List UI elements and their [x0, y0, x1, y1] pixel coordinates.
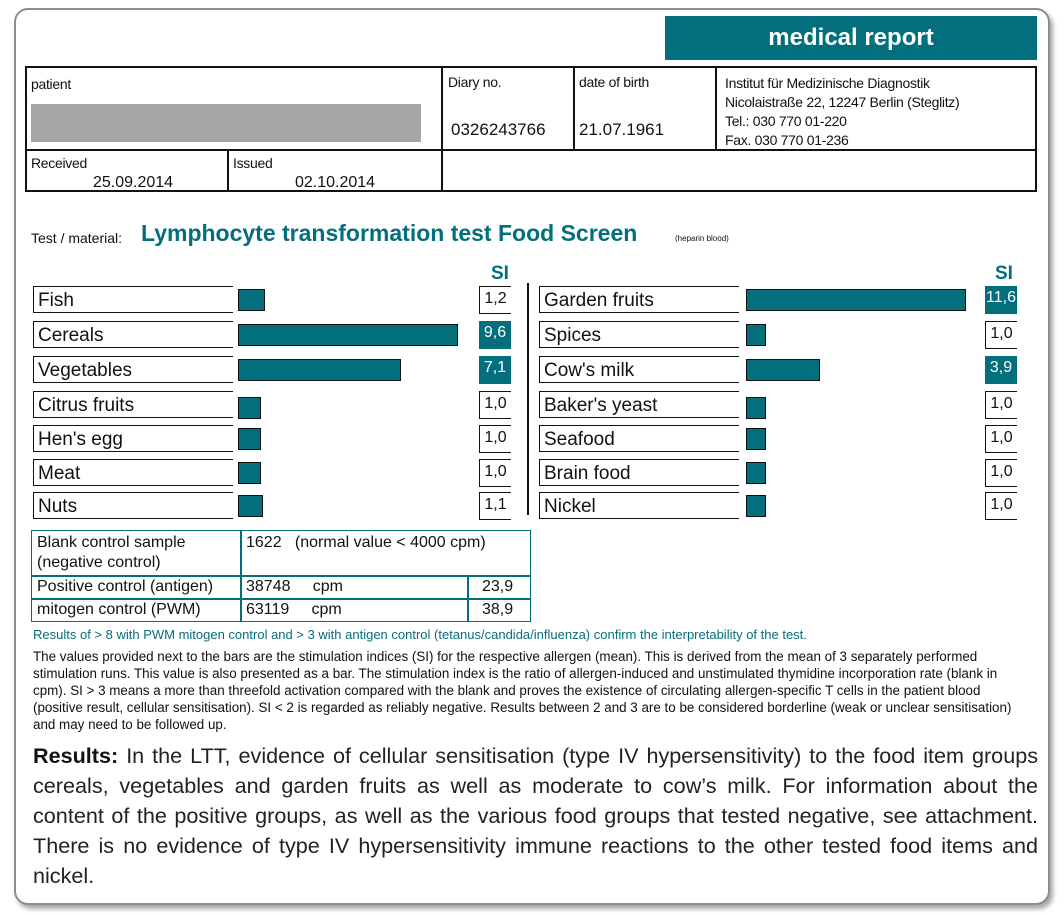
- blank-control-sublabel: (negative control): [37, 554, 161, 571]
- allergen-label: Vegetables: [33, 356, 233, 383]
- report-banner: medical report: [665, 16, 1037, 60]
- si-row: Meat 1,0: [33, 459, 523, 488]
- institute-address: Institut für Medizinische Diagnostik Nic…: [725, 75, 960, 148]
- column-divider: [527, 283, 529, 515]
- si-value: 1,0: [985, 459, 1017, 487]
- patient-label: patient: [31, 76, 71, 92]
- si-value: 1,0: [479, 459, 511, 487]
- si-value: 1,0: [985, 321, 1017, 349]
- results-text: In the LTT, evidence of cellular sensiti…: [33, 743, 1039, 888]
- si-value: 1,2: [479, 286, 511, 314]
- si-bar: [746, 289, 967, 311]
- si-value: 1,1: [479, 492, 511, 520]
- si-row: Seafood 1,0: [539, 425, 1029, 454]
- si-header-right: SI: [995, 263, 1013, 284]
- si-value: 1,0: [985, 391, 1017, 419]
- si-row: Spices 1,0: [539, 321, 1029, 350]
- si-value: 11,6: [985, 286, 1017, 314]
- patient-header: patient Diary no. 0326243766 date of bir…: [25, 66, 1037, 192]
- si-row: Baker's yeast 1,0: [539, 391, 1029, 420]
- explanation-note: The values provided next to the bars are…: [33, 649, 1012, 732]
- si-bar: [238, 359, 401, 381]
- si-bar: [238, 428, 261, 450]
- results-label: Results:: [33, 743, 119, 768]
- positive-control-si: 23,9: [482, 578, 514, 595]
- allergen-label: Hen's egg: [33, 425, 233, 452]
- report-card: [14, 8, 1050, 905]
- results-paragraph: Results: In the LTT, evidence of cellula…: [33, 741, 1038, 891]
- si-bar: [238, 289, 266, 311]
- si-bar: [238, 324, 458, 346]
- allergen-label: Spices: [539, 321, 739, 348]
- diary-value: 0326243766: [451, 120, 546, 139]
- received-label: Received: [31, 155, 87, 171]
- si-bar: [746, 359, 821, 381]
- issued-value: 02.10.2014: [295, 174, 376, 191]
- allergen-label: Nickel: [539, 492, 739, 519]
- si-bar: [746, 462, 766, 484]
- mitogen-control-label: mitogen control (PWM): [37, 601, 201, 618]
- si-bar: [238, 397, 261, 419]
- blank-control-label: Blank control sample: [37, 534, 186, 551]
- interpretability-note: Results of > 8 with PWM mitogen control …: [33, 627, 807, 642]
- test-material: (heparin blood): [675, 234, 729, 243]
- si-value: 7,1: [479, 356, 511, 384]
- dob-label: date of birth: [579, 74, 650, 90]
- si-value: 9,6: [479, 321, 511, 349]
- si-header-left: SI: [491, 263, 509, 284]
- allergen-label: Baker's yeast: [539, 391, 739, 418]
- si-row: Cow's milk 3,9: [539, 356, 1029, 385]
- allergen-label: Cow's milk: [539, 356, 739, 383]
- allergen-label: Nuts: [33, 492, 233, 519]
- si-row: Nuts 1,1: [33, 492, 523, 521]
- allergen-label: Citrus fruits: [33, 391, 233, 418]
- si-value: 1,0: [985, 492, 1017, 520]
- test-name: Lymphocyte transformation test Food Scre…: [141, 220, 638, 246]
- allergen-label: Meat: [33, 459, 233, 486]
- si-row: Fish 1,2: [33, 286, 523, 315]
- test-material-label: Test / material:: [31, 230, 123, 246]
- mitogen-control-si: 38,9: [482, 601, 514, 618]
- allergen-label: Seafood: [539, 425, 739, 452]
- si-row: Cereals 9,6: [33, 321, 523, 350]
- si-bar: [746, 428, 766, 450]
- si-row: Vegetables 7,1: [33, 356, 523, 385]
- si-row: Nickel 1,0: [539, 492, 1029, 521]
- mitogen-control-cpm: 63119 cpm: [246, 601, 342, 618]
- diary-label: Diary no.: [448, 74, 502, 90]
- si-value: 1,0: [985, 425, 1017, 453]
- si-value: 1,0: [479, 425, 511, 453]
- si-bar: [746, 324, 766, 346]
- si-bar: [746, 495, 766, 517]
- si-value: 1,0: [479, 391, 511, 419]
- dob-value: 21.07.1961: [579, 120, 665, 139]
- blank-control-value: 1622 (normal value < 4000 cpm): [246, 534, 486, 551]
- si-bar: [746, 397, 766, 419]
- si-row: Citrus fruits 1,0: [33, 391, 523, 420]
- positive-control-label: Positive control (antigen): [37, 578, 214, 595]
- si-row: Brain food 1,0: [539, 459, 1029, 488]
- allergen-label: Cereals: [33, 321, 233, 348]
- si-bar: [238, 495, 264, 517]
- allergen-label: Brain food: [539, 459, 739, 486]
- si-value: 3,9: [985, 356, 1017, 384]
- patient-name-redacted: [31, 104, 421, 142]
- allergen-label: Garden fruits: [539, 286, 739, 313]
- si-row: Hen's egg 1,0: [33, 425, 523, 454]
- control-table: Blank control sample (negative control) …: [31, 530, 531, 622]
- si-row: Garden fruits 11,6: [539, 286, 1029, 315]
- allergen-label: Fish: [33, 286, 233, 313]
- positive-control-cpm: 38748 cpm: [246, 578, 343, 595]
- issued-label: Issued: [233, 155, 273, 171]
- received-value: 25.09.2014: [93, 174, 174, 191]
- si-bar: [238, 462, 261, 484]
